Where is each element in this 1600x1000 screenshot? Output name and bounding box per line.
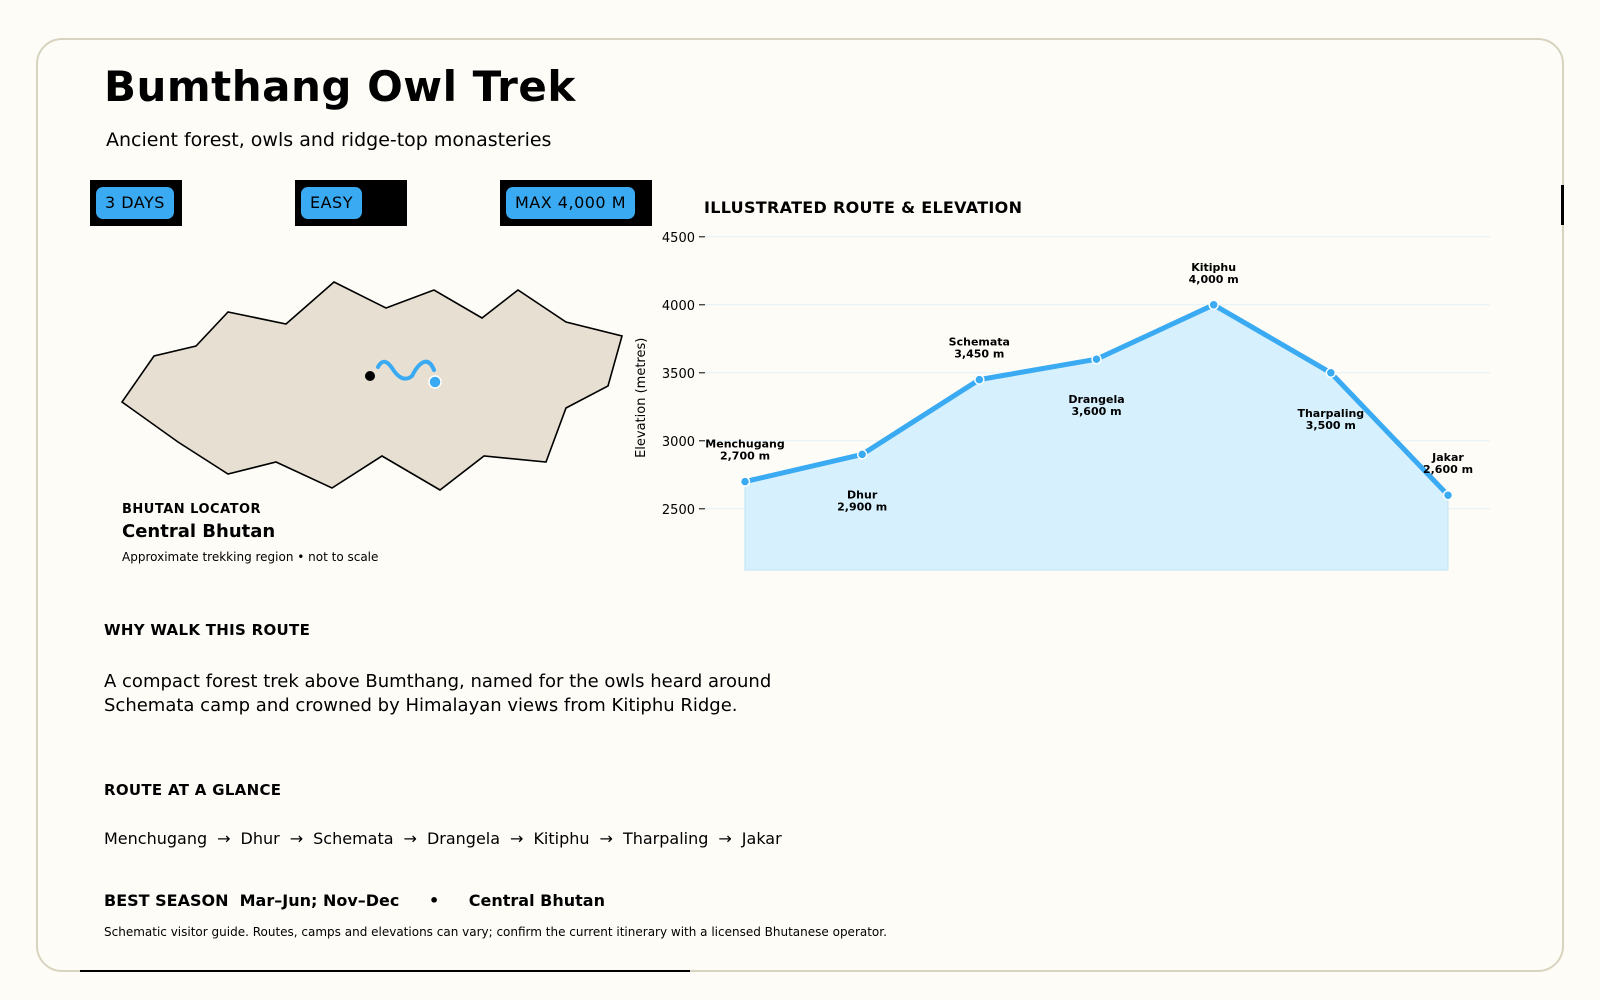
- badge-max-altitude: MAX 4,000 M: [500, 180, 652, 226]
- point-value-label: 3,600 m: [1071, 405, 1121, 418]
- y-tick-label: 2500: [662, 503, 695, 518]
- why-text: A compact forest trek above Bumthang, na…: [104, 671, 772, 716]
- point-value-label: 4,000 m: [1189, 273, 1239, 286]
- route-stop: Drangela: [426, 829, 501, 848]
- route-start-marker: [365, 371, 375, 381]
- badge-difficulty-label: EASY: [301, 187, 362, 219]
- disclaimer: Schematic visitor guide. Routes, camps a…: [104, 925, 887, 939]
- y-tick-label: 4500: [662, 231, 695, 246]
- edge-tick: [1561, 185, 1564, 225]
- badge-days: 3 DAYS: [90, 180, 182, 226]
- point-name-label: Jakar: [1431, 451, 1464, 464]
- route-at-a-glance: Menchugang → Dhur → Schemata → Drangela → Kitiph…: [104, 829, 782, 848]
- route-stop: Dhur: [240, 829, 280, 848]
- why-heading: WHY WALK THIS ROUTE: [104, 621, 311, 639]
- point-name-label: Tharpaling: [1297, 407, 1364, 420]
- elevation-point: [1325, 367, 1337, 379]
- point-value-label: 2,700 m: [720, 450, 770, 463]
- point-value-label: 3,500 m: [1306, 419, 1356, 432]
- season-line: BEST SEASON Mar–Jun; Nov–Dec • Central B…: [104, 891, 605, 910]
- season-region: Central Bhutan: [468, 891, 605, 910]
- point-name-label: Menchugang: [705, 438, 784, 451]
- elevation-chart: 2500 3000 3500 4000 4500 Elevation (metres) Me…: [634, 231, 1490, 571]
- elevation-area: [744, 304, 1449, 571]
- route-arrow: →: [718, 829, 732, 848]
- y-tick-label: 4000: [662, 299, 695, 314]
- route-arrow: →: [599, 829, 613, 848]
- elevation-point: [739, 476, 751, 487]
- season-value: Mar–Jun; Nov–Dec: [239, 891, 400, 910]
- point-name-label: Dhur: [847, 488, 878, 501]
- route-stop: Schemata: [313, 829, 394, 848]
- route-stop: Kitiphu: [533, 829, 590, 848]
- elevation-point: [1091, 353, 1102, 365]
- route-arrow: →: [510, 829, 524, 848]
- route-stop: Menchugang: [104, 829, 208, 848]
- bhutan-outline: [120, 281, 623, 491]
- route-stop: Tharpaling: [622, 829, 709, 848]
- route-stop: Jakar: [741, 829, 782, 848]
- locator-note: Approximate trekking region • not to sca…: [122, 550, 379, 564]
- route-arrow: →: [217, 829, 231, 848]
- locator-kicker: BHUTAN LOCATOR: [122, 502, 262, 517]
- page-subtitle: Ancient forest, owls and ridge-top monas…: [106, 129, 552, 151]
- badge-days-label: 3 DAYS: [96, 187, 174, 219]
- badge-max-altitude-label: MAX 4,000 M: [506, 187, 635, 219]
- route-heading: ROUTE AT A GLANCE: [104, 781, 282, 799]
- point-name-label: Drangela: [1068, 393, 1124, 406]
- bhutan-locator-map: [120, 281, 623, 491]
- elevation-point: [974, 374, 985, 385]
- season-label: BEST SEASON: [104, 891, 229, 910]
- chart-title: ILLUSTRATED ROUTE & ELEVATION: [704, 198, 1023, 217]
- point-value-label: 2,600 m: [1423, 463, 1473, 476]
- elevation-point: [856, 449, 868, 460]
- elevation-point: [1208, 299, 1219, 311]
- trek-route-line: [376, 359, 436, 381]
- bottom-rule: [80, 970, 690, 972]
- point-name-label: Schemata: [949, 336, 1010, 349]
- route-arrow: →: [289, 829, 304, 848]
- y-tick-label: 3000: [662, 435, 695, 450]
- page-title: Bumthang Owl Trek: [104, 62, 576, 111]
- y-axis-label: Elevation (metres): [634, 338, 649, 458]
- elevation-point: [1442, 489, 1454, 501]
- locator-region: Central Bhutan: [122, 521, 276, 542]
- route-end-marker: [428, 375, 442, 389]
- badge-difficulty: EASY: [295, 180, 407, 226]
- route-arrow: →: [403, 829, 417, 848]
- point-value-label: 3,450 m: [954, 348, 1004, 361]
- season-separator: •: [428, 891, 440, 910]
- point-value-label: 2,900 m: [837, 500, 887, 513]
- point-name-label: Kitiphu: [1191, 261, 1236, 274]
- y-tick-label: 3500: [662, 367, 695, 382]
